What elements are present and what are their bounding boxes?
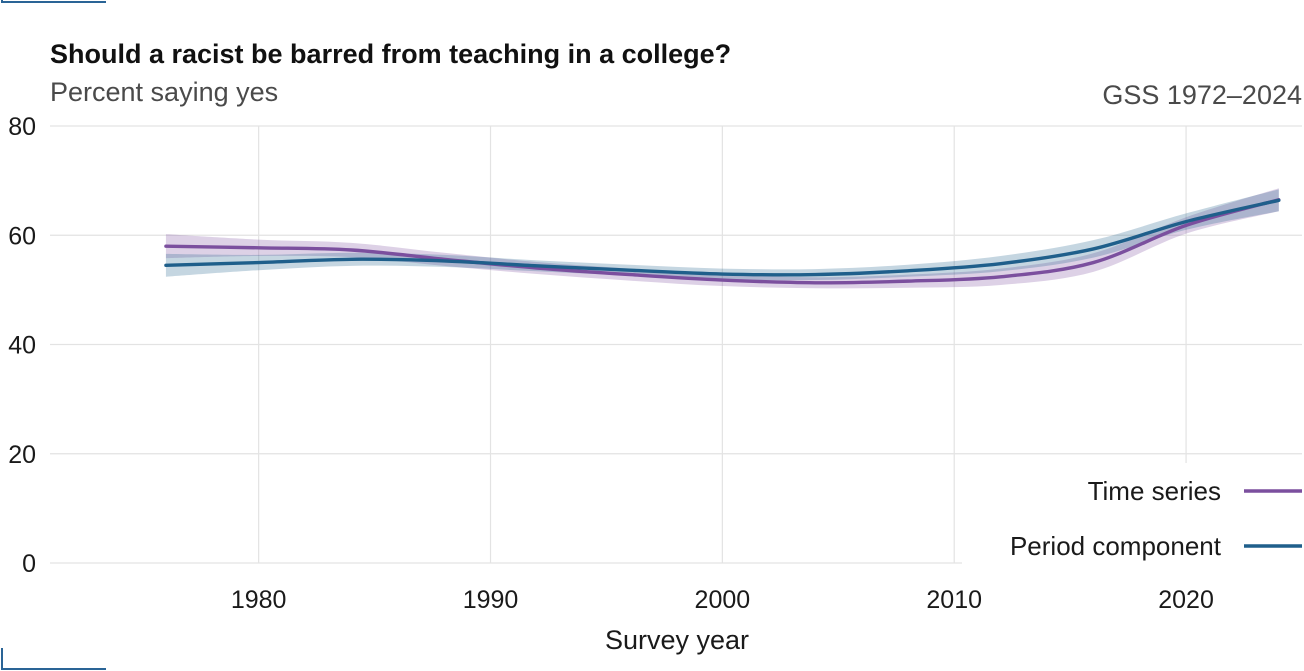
legend-label: Time series [1088, 476, 1221, 506]
y-tick-label: 80 [8, 113, 36, 141]
x-tick-label: 1980 [231, 586, 287, 614]
x-axis-label: Survey year [605, 625, 749, 655]
series-line [164, 198, 1281, 285]
chart-subtitle: Percent saying yes [50, 77, 278, 107]
x-axis-ticks: 1980 1990 2000 2010 2020 [231, 586, 1214, 614]
x-tick-label: 2020 [1158, 586, 1214, 614]
y-tick-label: 20 [8, 441, 36, 469]
confidence-band [165, 188, 1279, 289]
corner-mark-bottom [1, 648, 106, 670]
series-line [164, 198, 1281, 277]
legend-background [962, 463, 1304, 573]
confidence-bands [165, 188, 1279, 289]
y-tick-label: 60 [8, 222, 36, 250]
y-tick-label: 0 [22, 550, 36, 578]
x-tick-label: 2000 [695, 586, 751, 614]
legend-label: Period component [1010, 531, 1222, 561]
corner-mark-top [1, 0, 106, 3]
chart-source: GSS 1972–2024 [1102, 80, 1302, 110]
series-lines [164, 198, 1281, 285]
x-tick-label: 2010 [926, 586, 982, 614]
chart-title: Should a racist be barred from teaching … [50, 39, 731, 69]
y-tick-label: 40 [8, 332, 36, 360]
legend: Time series Period component [962, 463, 1304, 573]
y-axis-ticks: 0 20 40 60 80 [8, 113, 36, 578]
confidence-band [165, 189, 1279, 281]
x-tick-label: 1990 [463, 586, 519, 614]
